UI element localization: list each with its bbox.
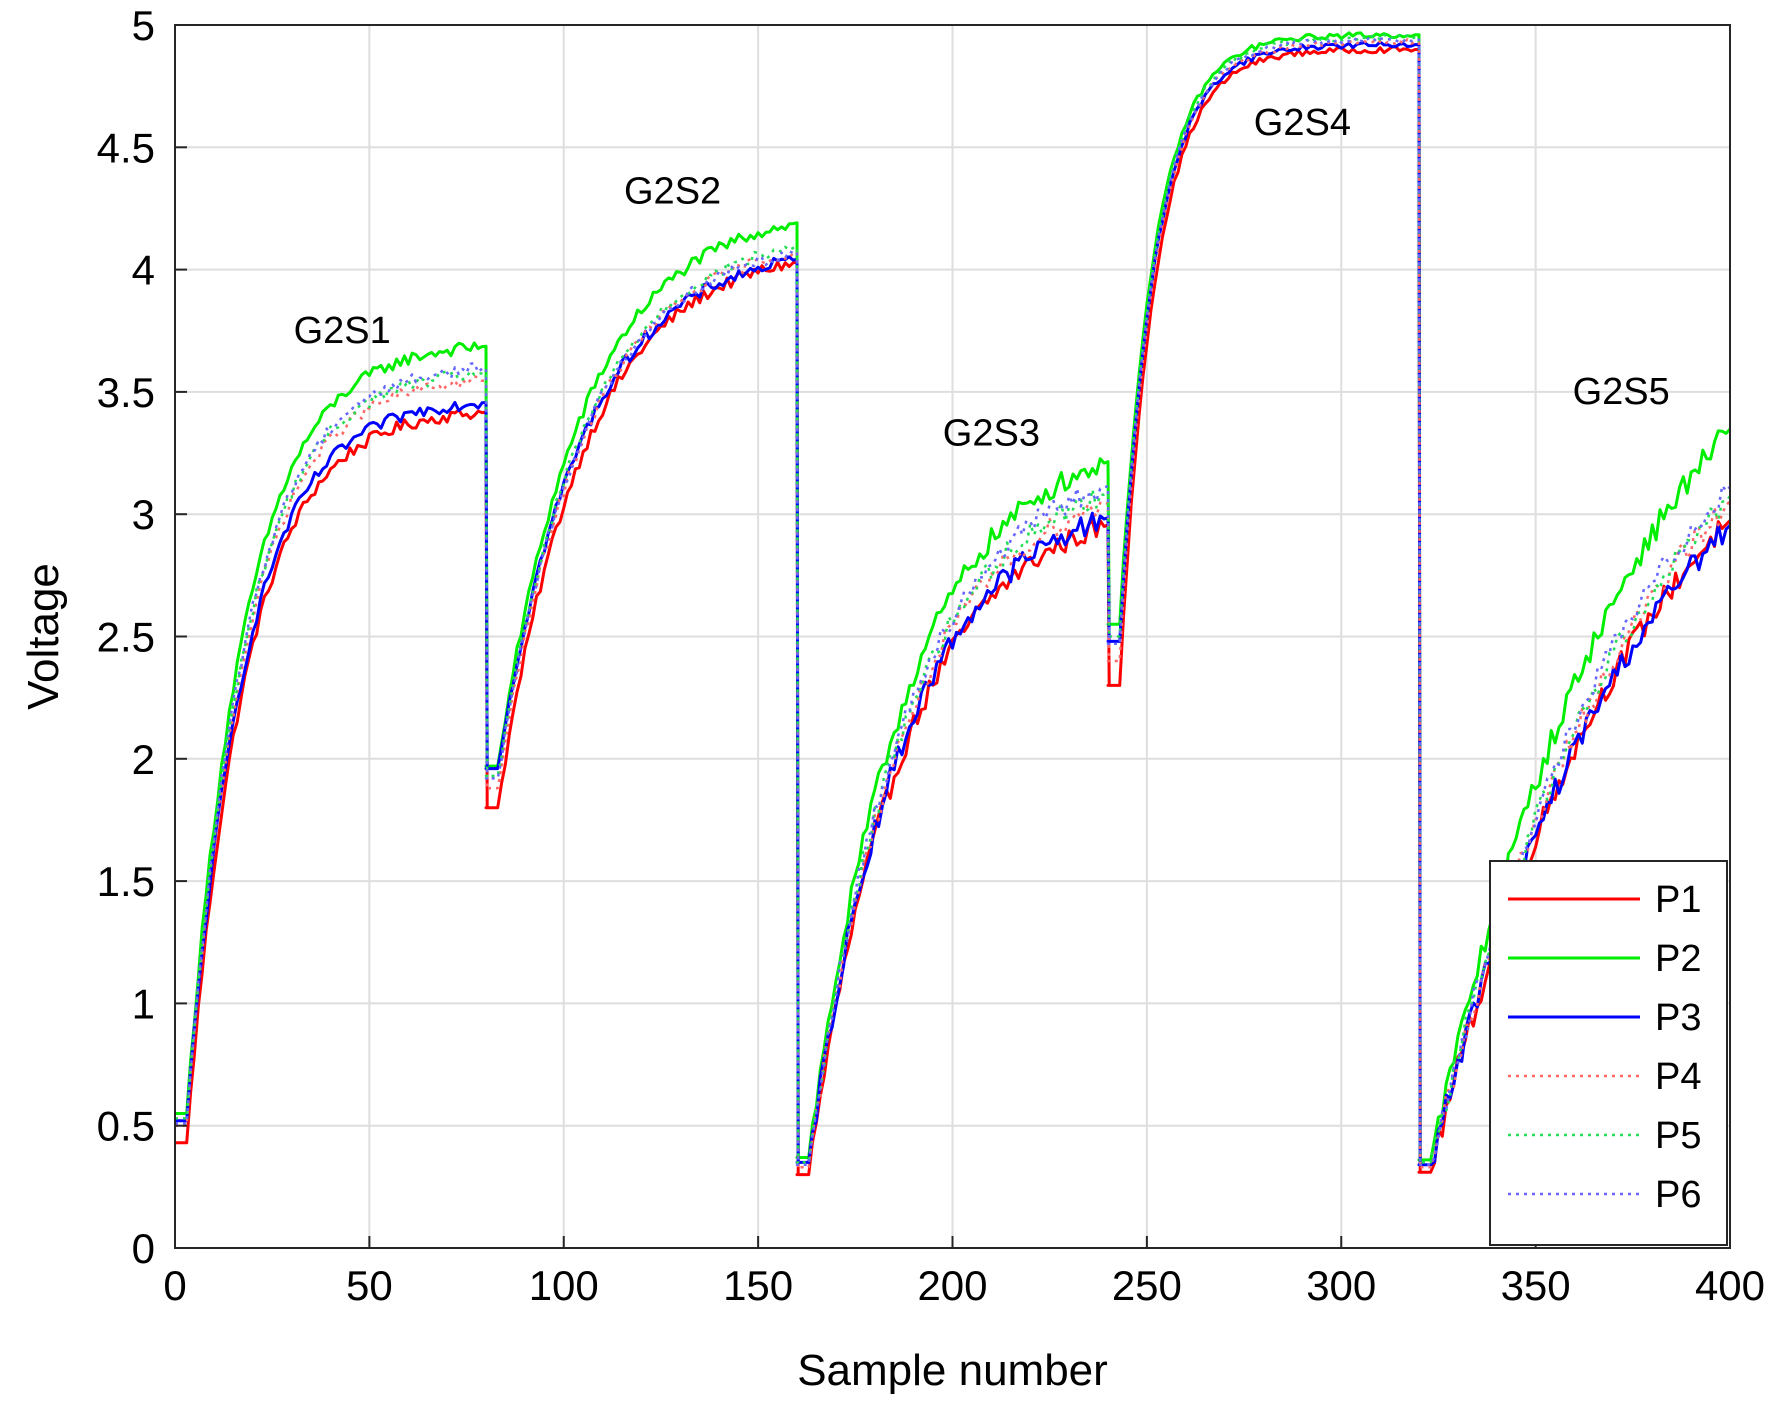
- y-tick-label: 0: [132, 1225, 155, 1272]
- series-line-p5: [175, 33, 1731, 1164]
- annotation-label: G2S2: [624, 171, 721, 213]
- plot-lines: [175, 31, 1732, 1177]
- y-axis-label: Voltage: [19, 563, 68, 710]
- y-tick-label: 3: [132, 491, 155, 538]
- annotation-label: G2S1: [294, 310, 391, 352]
- legend-label-p5: P5: [1655, 1115, 1701, 1157]
- annotation-label: G2S3: [943, 413, 1040, 455]
- x-tick-label: 350: [1501, 1262, 1571, 1309]
- legend-label-p2: P2: [1655, 938, 1701, 980]
- y-tick-label: 5: [132, 2, 155, 49]
- series-line-p3: [175, 40, 1732, 1167]
- y-tick-label: 4: [132, 247, 155, 294]
- annotation-label: G2S4: [1254, 102, 1351, 144]
- x-tick-label: 250: [1112, 1262, 1182, 1309]
- legend-label-p3: P3: [1655, 997, 1701, 1039]
- legend-label-p6: P6: [1655, 1174, 1701, 1216]
- y-tick-label: 2: [132, 736, 155, 783]
- x-tick-label: 50: [346, 1262, 393, 1309]
- grid: [175, 25, 1730, 1248]
- legend: P1 P2 P3 P4 P5 P6: [1489, 860, 1728, 1246]
- legend-box: [1489, 860, 1728, 1246]
- x-tick-label: 200: [917, 1262, 987, 1309]
- legend-label-p1: P1: [1655, 879, 1701, 921]
- x-tick-label: 100: [529, 1262, 599, 1309]
- annotations: G2S1 G2S2 G2S3 G2S4 G2S5: [294, 102, 1670, 455]
- y-tick-label: 3.5: [97, 369, 155, 416]
- x-tick-label: 400: [1695, 1262, 1765, 1309]
- annotation-label: G2S5: [1573, 371, 1670, 413]
- y-tick-label: 4.5: [97, 124, 155, 171]
- series-line-p2: [175, 31, 1732, 1162]
- x-tick-label: 150: [723, 1262, 793, 1309]
- y-tick-label: 1.5: [97, 858, 155, 905]
- axis-ticks: 0 50 100 150 200 250 300 350 400 0 0.5 1 1.5 2 2.5 3 3.5…: [97, 2, 1765, 1309]
- y-tick-label: 0.5: [97, 1103, 155, 1150]
- x-tick-label: 0: [163, 1262, 186, 1309]
- x-axis-label: Sample number: [797, 1346, 1108, 1395]
- x-tick-label: 300: [1306, 1262, 1376, 1309]
- y-tick-label: 2.5: [97, 614, 155, 661]
- legend-label-p4: P4: [1655, 1056, 1701, 1098]
- y-tick-label: 1: [132, 980, 155, 1027]
